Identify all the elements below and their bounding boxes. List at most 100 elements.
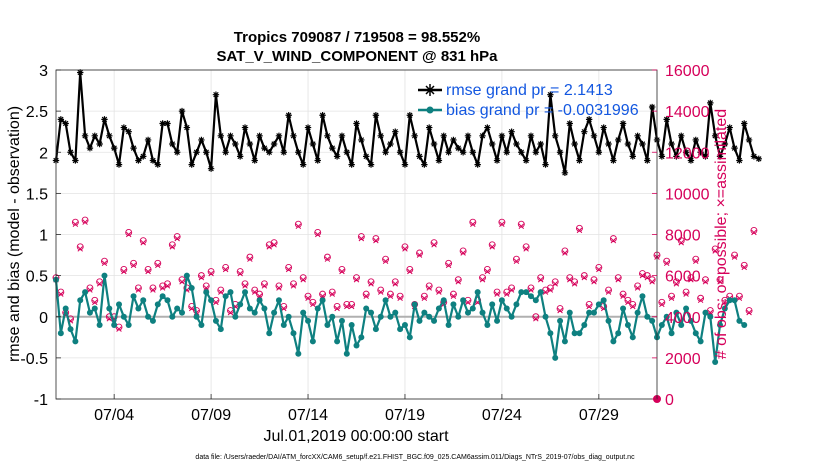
obs-assimilated-point (445, 262, 452, 269)
bias-point (116, 301, 123, 308)
obs-assimilated-point (218, 289, 224, 295)
bias-point (217, 326, 224, 333)
bias-point (421, 309, 428, 316)
obs-assimilated-point (285, 266, 292, 273)
obs-assimilated-point (639, 272, 646, 279)
obs-possible-point (663, 257, 671, 265)
y-tick-label-left: 2 (39, 145, 48, 162)
rmse-point (576, 157, 583, 164)
y-tick-label-left: 2.5 (26, 104, 48, 121)
obs-assimilated-point (494, 291, 500, 297)
rmse-point (489, 140, 496, 148)
obs-assimilated-point (581, 274, 588, 281)
bias-point (72, 338, 79, 345)
rmse-point (77, 69, 84, 76)
obs-possible-point (716, 276, 724, 284)
obs-possible-point (125, 228, 133, 236)
rmse-point (711, 132, 719, 139)
bias-point (348, 321, 355, 328)
obs-assimilated-point (426, 285, 432, 291)
bias-point (91, 305, 98, 312)
bias-point (251, 309, 258, 316)
obs-possible-point (702, 276, 709, 284)
y-tick-label-left: 1.5 (26, 186, 48, 203)
obs-assimilated-point (736, 295, 743, 301)
obs-possible-point (692, 255, 700, 263)
obs-assimilated-point (673, 281, 680, 287)
obs-possible-point (323, 253, 331, 261)
x-axis: 07/04 07/09 07/14 07/19 07/24 07/29 (94, 394, 619, 424)
bias-point (610, 338, 617, 345)
rmse-point (678, 132, 685, 139)
obs-possible-point (469, 218, 477, 226)
obs-possible-point (76, 243, 84, 251)
bias-point (154, 301, 161, 308)
bias-point (368, 309, 375, 316)
bias-point (338, 317, 345, 324)
bias-point (615, 330, 622, 337)
obs-possible-point (290, 280, 297, 288)
bias-point (358, 334, 365, 341)
obs-assimilated-point (465, 299, 471, 306)
bias-point (145, 313, 152, 320)
obs-possible-point (130, 259, 137, 267)
obs-possible-point (260, 280, 268, 288)
obs-assimilated-point (188, 305, 195, 312)
obs-assimilated-point (741, 264, 747, 271)
rmse-point (387, 140, 394, 148)
obs-possible-point (711, 245, 719, 253)
rmse-point (372, 112, 380, 119)
bias-point (353, 342, 360, 349)
footer-file-path: data file: /Users/raeder/DAI/ATM_forcXX/… (195, 454, 635, 461)
obs-assimilated-point (155, 262, 161, 269)
bias-point (411, 301, 418, 308)
bias-point (130, 293, 137, 300)
bias-point (440, 297, 447, 304)
bias-series-layer (53, 272, 748, 365)
obs-possible-point (197, 272, 205, 280)
obs-assimilated-point (470, 221, 476, 227)
rmse-point (421, 161, 428, 168)
obs-possible-point (561, 247, 569, 255)
bias-point (193, 313, 200, 320)
rmse-point (193, 149, 200, 156)
bias-point (149, 317, 156, 324)
bias-point (208, 297, 215, 304)
bias-point (673, 309, 680, 316)
rmse-point (484, 124, 491, 131)
bias-point (159, 293, 166, 300)
rmse-point (232, 140, 239, 148)
rmse-point (353, 120, 360, 127)
rmse-point (115, 161, 123, 168)
obs-assimilated-point (416, 252, 423, 258)
obs-possible-point (609, 235, 617, 243)
rmse-point (561, 169, 569, 177)
bias-point (726, 297, 733, 304)
rmse-point (377, 132, 384, 139)
rmse-point (178, 107, 186, 115)
bias-point (295, 350, 302, 357)
y-tick-label-left: 0.5 (26, 269, 48, 286)
rmse-point (493, 157, 501, 164)
rmse-point (251, 157, 258, 164)
obs-possible-point (314, 228, 322, 236)
obs-assimilated-point (290, 283, 297, 289)
obs-assimilated-point (586, 303, 592, 310)
bias-point (557, 317, 564, 324)
rmse-point (411, 132, 418, 139)
rmse-point (266, 149, 273, 156)
bias-point (484, 321, 491, 328)
rmse-point (658, 153, 666, 160)
rmse-point (329, 144, 336, 152)
rmse-point (91, 132, 98, 139)
rmse-point (721, 140, 729, 148)
obs-possible-point (154, 259, 162, 267)
obs-assimilated-point (668, 295, 675, 301)
obs-possible-point (454, 276, 462, 284)
bias-point (518, 289, 525, 296)
rmse-point (741, 120, 748, 127)
rmse-point (125, 128, 132, 135)
rmse-point (435, 157, 443, 164)
rmse-point (692, 136, 699, 144)
bias-point (77, 297, 84, 304)
